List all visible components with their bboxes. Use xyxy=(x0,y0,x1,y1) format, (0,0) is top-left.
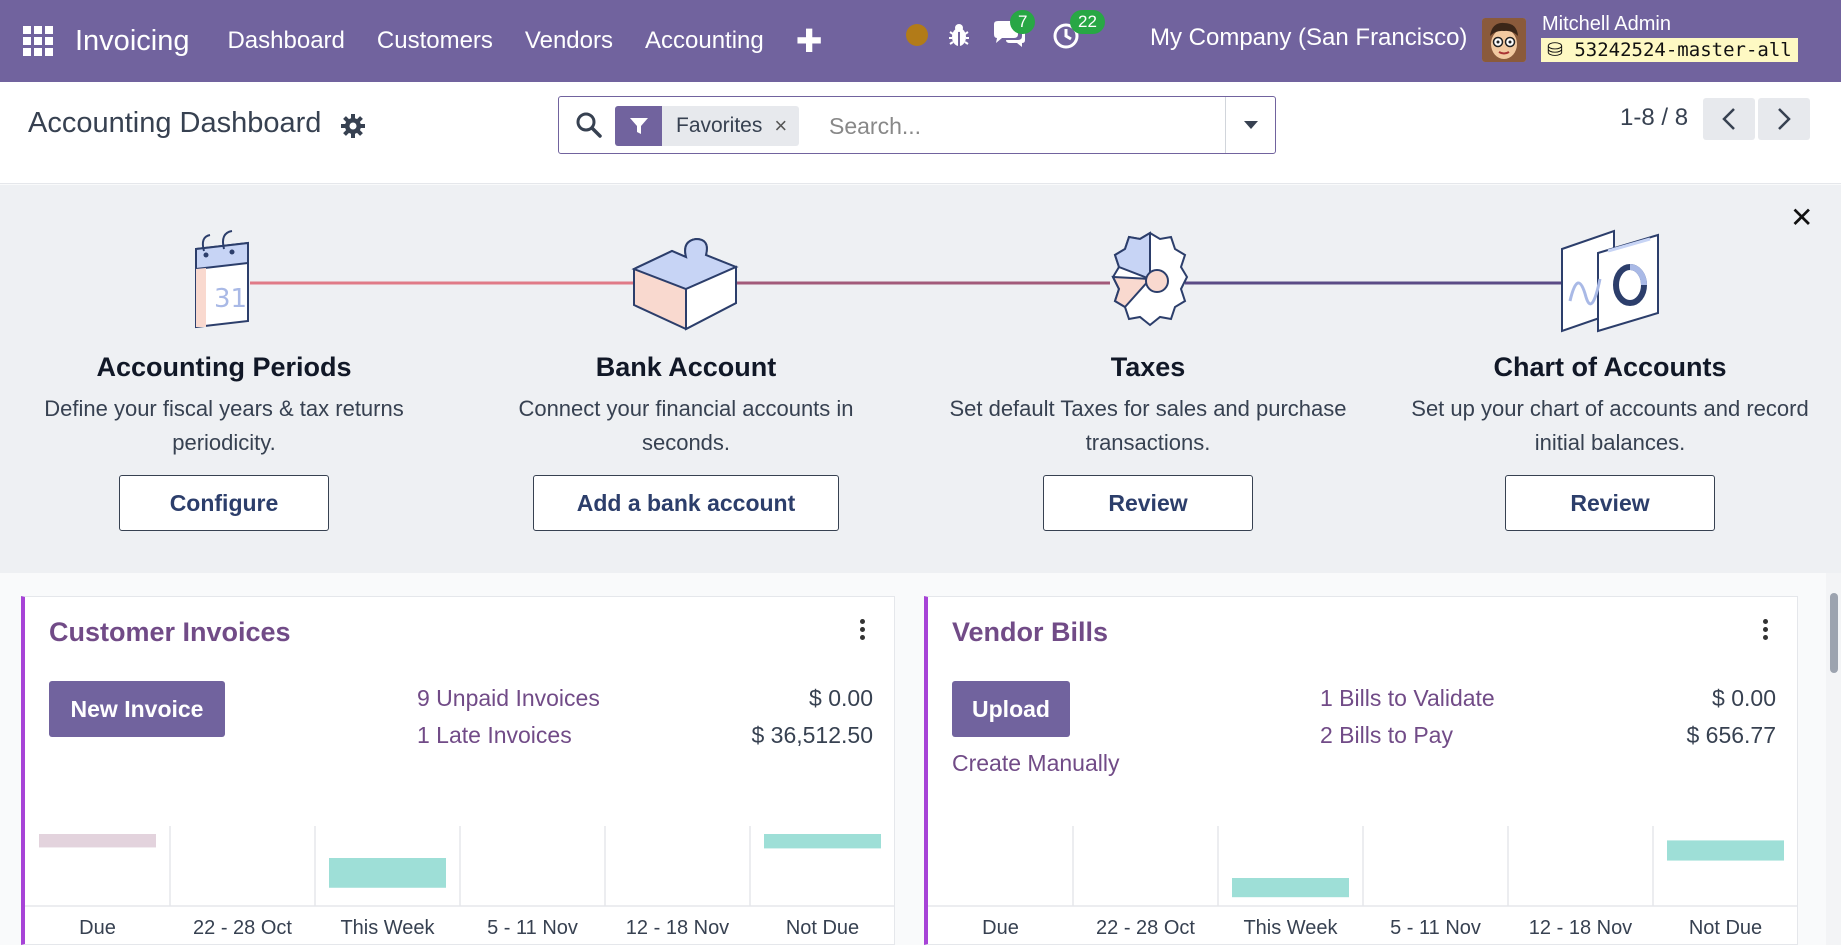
database-badge: ⛁ 53242524-master-all xyxy=(1541,38,1798,62)
close-icon[interactable]: ✕ xyxy=(1790,202,1814,233)
chart-tick-label: 12 - 18 Nov xyxy=(1529,917,1632,939)
search-facet: Favorites × xyxy=(615,106,800,146)
chart-tick-label: 12 - 18 Nov xyxy=(626,917,729,939)
bug-icon[interactable] xyxy=(946,22,972,48)
calendar-icon: 31 xyxy=(195,230,249,329)
chart-bar-5[interactable] xyxy=(1667,840,1784,861)
add-bank-account-button[interactable]: Add a bank account xyxy=(533,475,839,531)
configure-button[interactable]: Configure xyxy=(119,475,329,531)
bills-to-pay-link[interactable]: 2 Bills to Pay xyxy=(1320,722,1453,748)
onboarding-banner: ✕ 31 Accounting Periods xyxy=(0,185,1841,573)
caret-down-icon xyxy=(1243,121,1258,129)
main-menu: Dashboard Customers Vendors Accounting xyxy=(211,27,779,55)
plus-icon[interactable]: ✚ xyxy=(795,23,823,59)
activities-badge: 22 xyxy=(1070,10,1105,34)
search-icon[interactable] xyxy=(575,111,603,139)
menu-customers[interactable]: Customers xyxy=(376,27,493,54)
cog-icon xyxy=(1111,231,1189,327)
step-description: Set up your chart of accounts and record… xyxy=(1411,396,1809,455)
step-title: Accounting Periods xyxy=(96,352,352,382)
unpaid-invoices-link[interactable]: 9 Unpaid Invoices xyxy=(417,685,600,711)
pay-amount: $ 656.77 xyxy=(1686,722,1776,748)
search-dropdown-toggle[interactable] xyxy=(1225,97,1275,153)
kebab-menu-icon[interactable] xyxy=(1763,619,1769,643)
step-title: Chart of Accounts xyxy=(1493,352,1727,382)
review-chart-button[interactable]: Review xyxy=(1505,475,1715,531)
vendor-bills-card: Vendor Bills Upload Create Manually 1 Bi… xyxy=(924,596,1798,945)
company-switcher[interactable]: My Company (San Francisco) xyxy=(1150,24,1468,51)
activities-icon[interactable]: 22 xyxy=(1052,10,1105,50)
scrollbar[interactable] xyxy=(1826,573,1841,945)
menu-dashboard[interactable]: Dashboard xyxy=(227,27,345,54)
search-input[interactable] xyxy=(827,105,1227,147)
chart-tick-label: Not Due xyxy=(786,917,859,939)
chart-tick-label: 5 - 11 Nov xyxy=(487,917,578,939)
chart-tick-label: This Week xyxy=(340,917,435,939)
page-title: Accounting Dashboard xyxy=(28,107,322,139)
chart-tick-label: This Week xyxy=(1243,917,1338,939)
new-invoice-button[interactable]: New Invoice xyxy=(49,681,225,737)
customer-invoices-chart: Due 22 - 28 Oct This Week 5 - 11 Nov 12 - 18… xyxy=(25,826,895,939)
customer-invoices-card: Customer Invoices New Invoice 9 Unpaid I… xyxy=(21,596,895,945)
facet-label: Favorites xyxy=(676,114,763,137)
review-taxes-button[interactable]: Review xyxy=(1043,475,1253,531)
scrollbar-thumb[interactable] xyxy=(1830,593,1838,673)
gear-icon[interactable] xyxy=(340,113,366,139)
late-invoices-link[interactable]: 1 Late Invoices xyxy=(417,722,572,748)
step-description: Define your fiscal years & tax returns pe… xyxy=(44,396,404,455)
step-title: Taxes xyxy=(1110,352,1186,382)
late-amount: $ 36,512.50 xyxy=(751,722,873,748)
step-title: Bank Account xyxy=(595,352,777,382)
card-title[interactable]: Vendor Bills xyxy=(952,617,1109,647)
card-title[interactable]: Customer Invoices xyxy=(49,617,291,647)
top-navbar: Invoicing Dashboard Customers Vendors Accou… xyxy=(0,0,1841,82)
pager-next-button[interactable] xyxy=(1758,98,1810,140)
facet-remove-icon[interactable]: × xyxy=(774,113,788,138)
vendor-bills-chart: Due 22 - 28 Oct This Week 5 - 11 Nov 12 - 18… xyxy=(928,826,1798,939)
chart-bar-2[interactable] xyxy=(329,858,446,888)
messages-icon[interactable]: 7 xyxy=(992,10,1036,50)
chart-bar-2[interactable] xyxy=(1232,878,1349,898)
menu-accounting[interactable]: Accounting xyxy=(645,27,764,54)
upload-button[interactable]: Upload xyxy=(952,681,1070,737)
calendar-number: 31 xyxy=(214,284,247,314)
pager-previous-button[interactable] xyxy=(1703,98,1755,140)
systray: 7 22 xyxy=(906,10,1105,50)
chart-tick-label: 5 - 11 Nov xyxy=(1390,917,1481,939)
bills-to-validate-link[interactable]: 1 Bills to Validate xyxy=(1320,685,1495,711)
puzzle-icon xyxy=(631,237,739,331)
chart-bar-5[interactable] xyxy=(764,834,881,849)
chart-tick-label: Due xyxy=(982,917,1019,939)
user-name[interactable]: Mitchell Admin xyxy=(1542,13,1671,35)
pager-value[interactable]: 1-8 / 8 xyxy=(1620,104,1689,131)
kebab-menu-icon[interactable] xyxy=(860,619,866,643)
create-manually-link[interactable]: Create Manually xyxy=(952,750,1120,776)
avatar[interactable] xyxy=(1482,18,1526,62)
control-panel: Accounting Dashboard Favorites × 1-8 / 8 xyxy=(0,82,1841,184)
menu-vendors[interactable]: Vendors xyxy=(524,27,613,54)
chart-tick-label: 22 - 28 Oct xyxy=(193,917,292,939)
chart-bar-0[interactable] xyxy=(39,834,156,848)
chart-of-accounts-icon xyxy=(1561,229,1659,333)
chevron-right-icon xyxy=(1778,108,1791,130)
status-dot-icon[interactable] xyxy=(906,24,928,46)
unpaid-amount: $ 0.00 xyxy=(809,685,873,711)
database-name: 53242524-master-all xyxy=(1574,39,1792,61)
app-name[interactable]: Invoicing xyxy=(75,24,190,57)
messages-badge: 7 xyxy=(1010,10,1036,34)
onboarding-progress-line xyxy=(250,281,1565,285)
filter-icon xyxy=(615,106,662,146)
chart-tick-label: Due xyxy=(79,917,116,939)
step-description: Set default Taxes for sales and purchase… xyxy=(949,396,1347,455)
app-grid-icon[interactable] xyxy=(23,26,53,56)
chart-tick-label: Not Due xyxy=(1689,917,1762,939)
search-bar: Favorites × xyxy=(558,96,1276,154)
validate-amount: $ 0.00 xyxy=(1712,685,1776,711)
chevron-left-icon xyxy=(1722,108,1735,130)
step-description: Connect your financial accounts in second… xyxy=(518,396,854,455)
chart-tick-label: 22 - 28 Oct xyxy=(1096,917,1195,939)
